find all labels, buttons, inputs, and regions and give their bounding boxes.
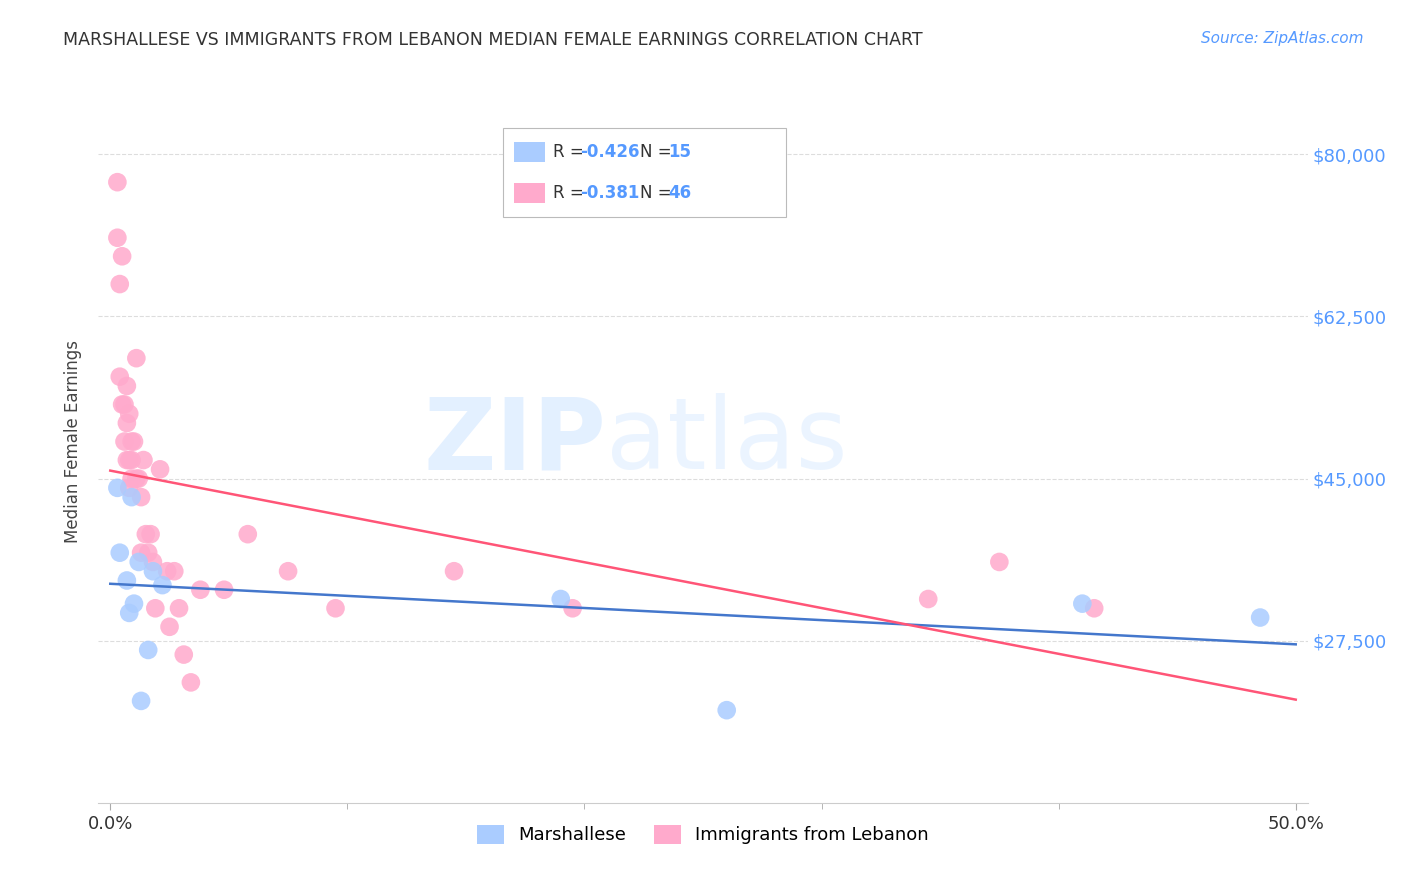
- Point: [129, 546, 152, 560]
- Point: [118, 407, 141, 421]
- Point: [167, 601, 190, 615]
- Point: [159, 620, 181, 634]
- Point: [277, 564, 299, 578]
- Text: -0.381: -0.381: [581, 184, 640, 202]
- Point: [988, 555, 1011, 569]
- Text: Source: ZipAtlas.com: Source: ZipAtlas.com: [1201, 31, 1364, 46]
- Text: ZIP: ZIP: [423, 393, 606, 490]
- Point: [149, 462, 172, 476]
- Point: [122, 597, 145, 611]
- Point: [143, 601, 166, 615]
- Point: [163, 564, 186, 578]
- Point: [118, 481, 141, 495]
- Point: [128, 555, 150, 569]
- Point: [121, 453, 143, 467]
- Point: [142, 555, 165, 569]
- Point: [142, 564, 165, 578]
- Point: [917, 592, 939, 607]
- Point: [156, 564, 179, 578]
- Point: [125, 472, 148, 486]
- Text: R =: R =: [554, 184, 589, 202]
- Point: [122, 434, 145, 449]
- Point: [135, 527, 157, 541]
- Text: R =: R =: [554, 143, 589, 161]
- Point: [115, 379, 138, 393]
- Point: [325, 601, 347, 615]
- Point: [212, 582, 235, 597]
- Point: [115, 453, 138, 467]
- Point: [139, 527, 162, 541]
- Point: [118, 606, 141, 620]
- Text: atlas: atlas: [606, 393, 848, 490]
- Point: [129, 490, 152, 504]
- Point: [550, 592, 572, 607]
- Point: [443, 564, 465, 578]
- Point: [114, 397, 136, 411]
- Point: [121, 490, 143, 504]
- Text: 15: 15: [669, 143, 692, 161]
- Point: [561, 601, 583, 615]
- Point: [180, 675, 202, 690]
- Point: [129, 694, 152, 708]
- Point: [105, 481, 128, 495]
- Point: [128, 472, 150, 486]
- Point: [111, 397, 134, 411]
- Point: [105, 231, 128, 245]
- Point: [136, 546, 159, 560]
- Point: [125, 351, 148, 366]
- Text: 46: 46: [669, 184, 692, 202]
- Point: [121, 472, 143, 486]
- Point: [118, 453, 141, 467]
- Point: [115, 574, 138, 588]
- Point: [114, 434, 136, 449]
- Point: [173, 648, 195, 662]
- Point: [105, 175, 128, 189]
- Point: [1083, 601, 1105, 615]
- Point: [115, 416, 138, 430]
- Point: [1249, 610, 1271, 624]
- Point: [152, 578, 174, 592]
- Text: N =: N =: [641, 143, 678, 161]
- Text: MARSHALLESE VS IMMIGRANTS FROM LEBANON MEDIAN FEMALE EARNINGS CORRELATION CHART: MARSHALLESE VS IMMIGRANTS FROM LEBANON M…: [63, 31, 922, 49]
- Text: N =: N =: [641, 184, 678, 202]
- Point: [716, 703, 738, 717]
- Point: [1071, 597, 1094, 611]
- Point: [132, 453, 155, 467]
- Text: -0.426: -0.426: [581, 143, 640, 161]
- Point: [190, 582, 212, 597]
- Legend: Marshallese, Immigrants from Lebanon: Marshallese, Immigrants from Lebanon: [470, 818, 936, 852]
- Point: [108, 546, 131, 560]
- Point: [108, 369, 131, 384]
- Y-axis label: Median Female Earnings: Median Female Earnings: [65, 340, 83, 543]
- Point: [108, 277, 131, 291]
- Point: [236, 527, 259, 541]
- Point: [136, 643, 159, 657]
- Point: [111, 249, 134, 263]
- Point: [121, 434, 143, 449]
